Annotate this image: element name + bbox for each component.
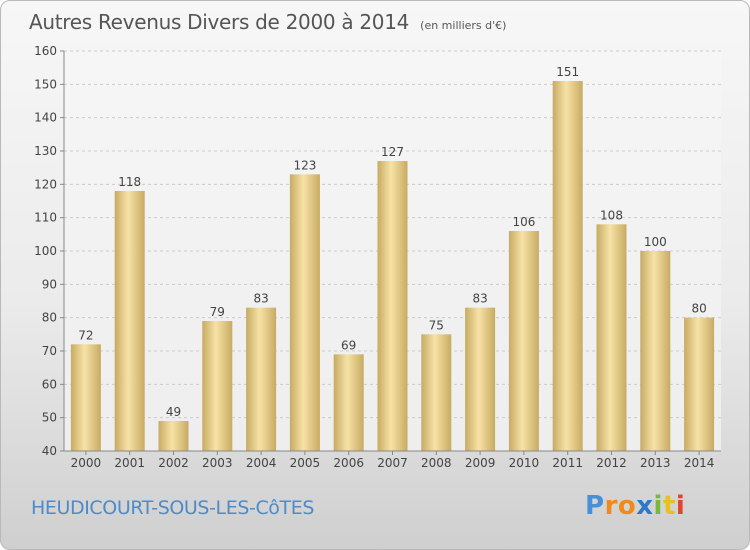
y-tick-label: 150 xyxy=(34,77,57,91)
logo-letter: P xyxy=(585,491,605,521)
data-label: 72 xyxy=(78,328,93,342)
commune-name: HEUDICOURT-SOUS-LES-CôTES xyxy=(31,497,315,519)
bar xyxy=(552,81,583,451)
bar xyxy=(640,251,671,451)
bar xyxy=(158,421,189,451)
logo-letter: o xyxy=(617,491,637,521)
data-label: 100 xyxy=(644,235,667,249)
x-tick-label: 2003 xyxy=(202,456,233,470)
x-tick-label: 2012 xyxy=(596,456,627,470)
y-tick-label: 40 xyxy=(42,444,57,458)
y-tick-label: 90 xyxy=(42,277,57,291)
bar xyxy=(465,307,496,451)
bar xyxy=(202,321,233,451)
logo-letter: t xyxy=(662,491,676,521)
data-label: 123 xyxy=(293,158,316,172)
logo-letter: i xyxy=(675,491,686,521)
y-tick-label: 50 xyxy=(42,411,57,425)
y-tick-label: 160 xyxy=(34,44,57,58)
y-tick-label: 60 xyxy=(42,377,57,391)
bar xyxy=(333,354,364,451)
data-label: 83 xyxy=(472,292,487,306)
chart-header: Autres Revenus Divers de 2000 à 2014 (en… xyxy=(29,10,506,34)
bar xyxy=(596,224,627,451)
x-tick-label: 2005 xyxy=(290,456,321,470)
data-label: 80 xyxy=(691,302,706,316)
y-tick-label: 130 xyxy=(34,144,57,158)
data-label: 69 xyxy=(341,338,356,352)
chart-unit: (en milliers d'€) xyxy=(420,19,507,32)
x-tick-label: 2010 xyxy=(509,456,540,470)
bar xyxy=(289,174,320,452)
data-label: 49 xyxy=(166,405,181,419)
bar xyxy=(684,317,715,451)
x-tick-label: 2001 xyxy=(114,456,145,470)
data-label: 151 xyxy=(556,65,579,79)
y-tick-label: 70 xyxy=(42,344,57,358)
y-tick-label: 100 xyxy=(34,244,57,258)
bar xyxy=(421,334,452,451)
y-tick-label: 80 xyxy=(42,311,57,325)
data-label: 127 xyxy=(381,145,404,159)
logo-letter: r xyxy=(604,491,618,521)
bar xyxy=(70,344,101,451)
bar xyxy=(377,161,408,451)
data-label: 118 xyxy=(118,175,141,189)
y-tick-label: 120 xyxy=(34,177,57,191)
bar xyxy=(246,307,277,451)
x-tick-label: 2004 xyxy=(246,456,277,470)
y-axis-ticks: 40 50 60 70 80 90 100 110 120 130 140 150 160 xyxy=(34,44,64,458)
data-label: 75 xyxy=(429,318,444,332)
data-labels: 72 118 49 79 83 123 69 127 75 83 106 151 108 100 80 xyxy=(78,65,706,419)
bar xyxy=(114,191,145,451)
y-tick-label: 140 xyxy=(34,111,57,125)
chart-title: Autres Revenus Divers de 2000 à 2014 xyxy=(29,10,410,34)
x-axis-ticks: 2000 2001 2002 2003 2004 2005 2006 2007 2008 2009… xyxy=(71,451,715,470)
x-tick-label: 2009 xyxy=(465,456,496,470)
x-tick-label: 2011 xyxy=(552,456,583,470)
data-label: 106 xyxy=(512,215,535,229)
bars xyxy=(70,81,715,452)
x-tick-label: 2014 xyxy=(684,456,715,470)
data-label: 83 xyxy=(253,292,268,306)
x-tick-label: 2013 xyxy=(640,456,671,470)
proxiti-logo: Proxiti xyxy=(585,491,685,521)
x-tick-label: 2008 xyxy=(421,456,452,470)
logo-letter: i xyxy=(653,491,663,521)
data-label: 79 xyxy=(210,305,225,319)
bar xyxy=(508,231,539,451)
x-tick-label: 2007 xyxy=(377,456,408,470)
y-tick-label: 110 xyxy=(34,211,57,225)
x-tick-label: 2006 xyxy=(333,456,364,470)
logo-letter: x xyxy=(636,491,654,521)
x-tick-label: 2000 xyxy=(71,456,102,470)
data-label: 108 xyxy=(600,208,623,222)
x-tick-label: 2002 xyxy=(158,456,189,470)
